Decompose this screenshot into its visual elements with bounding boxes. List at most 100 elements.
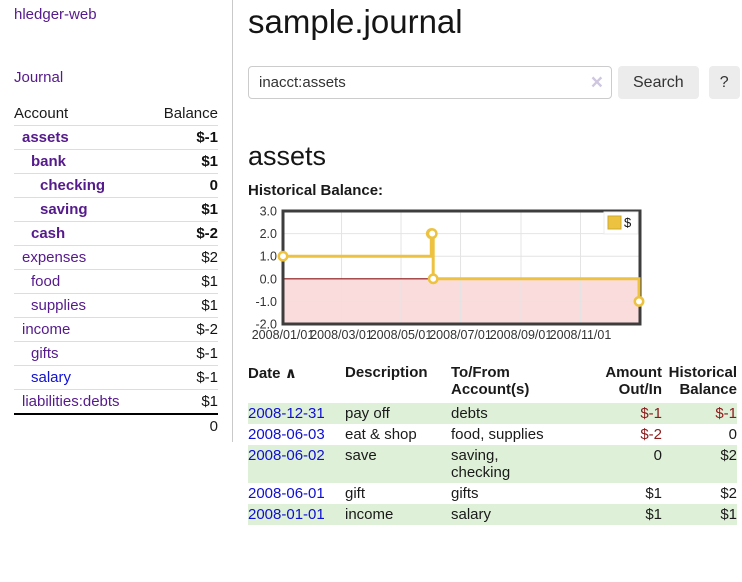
transaction-accounts: debts bbox=[451, 405, 488, 422]
transaction-balance: $1 bbox=[720, 506, 737, 523]
account-balance: 0 bbox=[148, 173, 218, 198]
account-link-income[interactable]: income bbox=[22, 321, 71, 338]
chart-x-tick-label: 2008/03/01 bbox=[310, 328, 373, 342]
account-balance: $1 bbox=[148, 293, 218, 318]
chart-svg: $3.0 2.0 1.0 0.0 -1.0 -2.02008/01/012008/03/0… bbox=[252, 206, 645, 342]
transaction-amount: $-2 bbox=[640, 426, 662, 443]
chart-legend-swatch bbox=[607, 215, 622, 230]
accounts-col-account: Account bbox=[14, 102, 149, 126]
account-balance: $1 bbox=[148, 149, 218, 174]
account-heading: assets bbox=[248, 141, 327, 171]
account-row: gifts $-1 bbox=[14, 341, 218, 366]
transaction-date-link[interactable]: 2008-12-31 bbox=[248, 405, 325, 422]
register-row: 2008-12-31 pay off debts $-1 $-1 bbox=[248, 403, 737, 424]
transaction-amount: 0 bbox=[653, 447, 662, 464]
sidebar: hledger-web Journal Account Balance asse… bbox=[0, 0, 233, 442]
account-row: saving $1 bbox=[14, 197, 218, 222]
transaction-description: pay off bbox=[345, 405, 390, 422]
account-link-supplies[interactable]: supplies bbox=[31, 297, 87, 314]
account-link-expenses[interactable]: expenses bbox=[22, 249, 87, 266]
chart-data-point bbox=[427, 273, 439, 285]
help-button[interactable]: ? bbox=[708, 66, 740, 99]
chart-y-tick-label: 3.0 bbox=[260, 206, 277, 219]
account-link-food[interactable]: food bbox=[31, 273, 61, 290]
chart-x-tick-label: 2008/05/01 bbox=[370, 328, 433, 342]
transaction-accounts: salary bbox=[451, 506, 492, 523]
transaction-accounts: food, supplies bbox=[451, 426, 544, 443]
accounts-header-row: Account Balance bbox=[14, 102, 218, 126]
account-row: assets $-1 bbox=[14, 125, 218, 150]
accounts-total-value: 0 bbox=[148, 413, 218, 438]
register-row: 2008-06-01 gift gifts $1 $2 bbox=[248, 483, 737, 504]
transaction-balance: 0 bbox=[728, 426, 737, 443]
register-col-amount: Amount Out/In bbox=[605, 364, 662, 398]
sort-up-icon: ∧ bbox=[284, 365, 297, 382]
account-link-cash[interactable]: cash bbox=[31, 225, 66, 242]
account-balance: $-2 bbox=[148, 317, 218, 342]
chart-plot-border bbox=[281, 209, 642, 326]
account-row: supplies $1 bbox=[14, 293, 218, 318]
account-balance: $1 bbox=[148, 389, 218, 415]
accounts-total-row: 0 bbox=[14, 413, 218, 438]
chart-x-tick-label: 2008/11/01 bbox=[550, 328, 612, 342]
account-balance: $2 bbox=[148, 245, 218, 270]
account-link-bank[interactable]: bank bbox=[31, 153, 67, 170]
main-content: sample.journal × Search ? assets Histori… bbox=[233, 0, 742, 545]
transaction-description: eat & shop bbox=[345, 426, 417, 443]
account-balance: $-2 bbox=[148, 221, 218, 246]
transaction-date-link[interactable]: 2008-06-03 bbox=[248, 426, 325, 443]
account-row: salary $-1 bbox=[14, 365, 218, 390]
search-input[interactable] bbox=[248, 66, 612, 99]
account-balance: $1 bbox=[148, 269, 218, 294]
accounts-table: Account Balance assets $-1 bank $1 checking 0… bbox=[14, 102, 218, 438]
register-row: 2008-06-03 eat & shop food, supplies $-2 0 bbox=[248, 424, 737, 445]
chart-x-tick-label: 2008/07/01 bbox=[429, 328, 492, 342]
search-button[interactable]: Search bbox=[618, 66, 699, 99]
account-link-gifts[interactable]: gifts bbox=[31, 345, 59, 362]
register-row: 2008-06-02 save saving, checking 0 $2 bbox=[248, 445, 737, 483]
chart-legend-label: $ bbox=[624, 215, 632, 230]
transaction-balance: $-1 bbox=[715, 405, 737, 422]
chart-data-point bbox=[426, 228, 438, 240]
account-link-salary[interactable]: salary bbox=[31, 369, 72, 386]
sidebar-item-journal[interactable]: Journal bbox=[14, 69, 64, 86]
account-link-liabilities-debts[interactable]: liabilities:debts bbox=[22, 393, 120, 410]
app-title-link[interactable]: hledger-web bbox=[14, 6, 97, 23]
account-balance: $-1 bbox=[148, 365, 218, 390]
register-row: 2008-01-01 income salary $1 $1 bbox=[248, 504, 737, 525]
page-title: sample.journal bbox=[248, 3, 463, 40]
account-row: checking 0 bbox=[14, 173, 218, 198]
account-link-checking[interactable]: checking bbox=[40, 177, 106, 194]
chart-x-tick-label: 2008/01/01 bbox=[252, 328, 315, 342]
register-table: Date ∧ Description To/From Account(s) Amoun… bbox=[248, 362, 737, 525]
account-row: liabilities:debts $1 bbox=[14, 389, 218, 415]
chart-data-point bbox=[633, 295, 645, 307]
chart-y-tick-label: -1.0 bbox=[255, 295, 277, 309]
account-link-assets[interactable]: assets bbox=[22, 129, 69, 146]
account-balance: $-1 bbox=[148, 341, 218, 366]
account-balance: $1 bbox=[148, 197, 218, 222]
account-row: cash $-2 bbox=[14, 221, 218, 246]
accounts-col-balance: Balance bbox=[148, 102, 218, 126]
account-link-saving[interactable]: saving bbox=[40, 201, 88, 218]
transaction-description: gift bbox=[345, 485, 366, 502]
historical-balance-chart: $3.0 2.0 1.0 0.0 -1.0 -2.0 2008/01/01 2008/03/0… bbox=[248, 206, 742, 348]
register-col-date[interactable]: Date ∧ bbox=[248, 365, 297, 382]
transaction-date-link[interactable]: 2008-06-01 bbox=[248, 485, 325, 502]
chart-data-point bbox=[277, 250, 289, 262]
clear-search-icon[interactable]: × bbox=[590, 70, 603, 94]
chart-title: Historical Balance: bbox=[248, 182, 384, 199]
register-col-historical: Historical Balance bbox=[668, 364, 737, 398]
transaction-date-link[interactable]: 2008-01-01 bbox=[248, 506, 325, 523]
chart-y-tick-label: -2.0 bbox=[255, 318, 277, 332]
chart-y-tick-label: 0.0 bbox=[260, 272, 277, 286]
transaction-balance: $2 bbox=[720, 485, 737, 502]
transaction-amount: $1 bbox=[645, 506, 662, 523]
transaction-accounts: gifts bbox=[451, 485, 479, 502]
search-bar: × Search ? bbox=[248, 66, 742, 99]
register-col-description: Description bbox=[345, 364, 428, 381]
transaction-date-link[interactable]: 2008-06-02 bbox=[248, 447, 325, 464]
register-col-to-from: To/From Account(s) bbox=[451, 364, 530, 398]
account-row: bank $1 bbox=[14, 149, 218, 174]
transaction-amount: $-1 bbox=[640, 405, 662, 422]
